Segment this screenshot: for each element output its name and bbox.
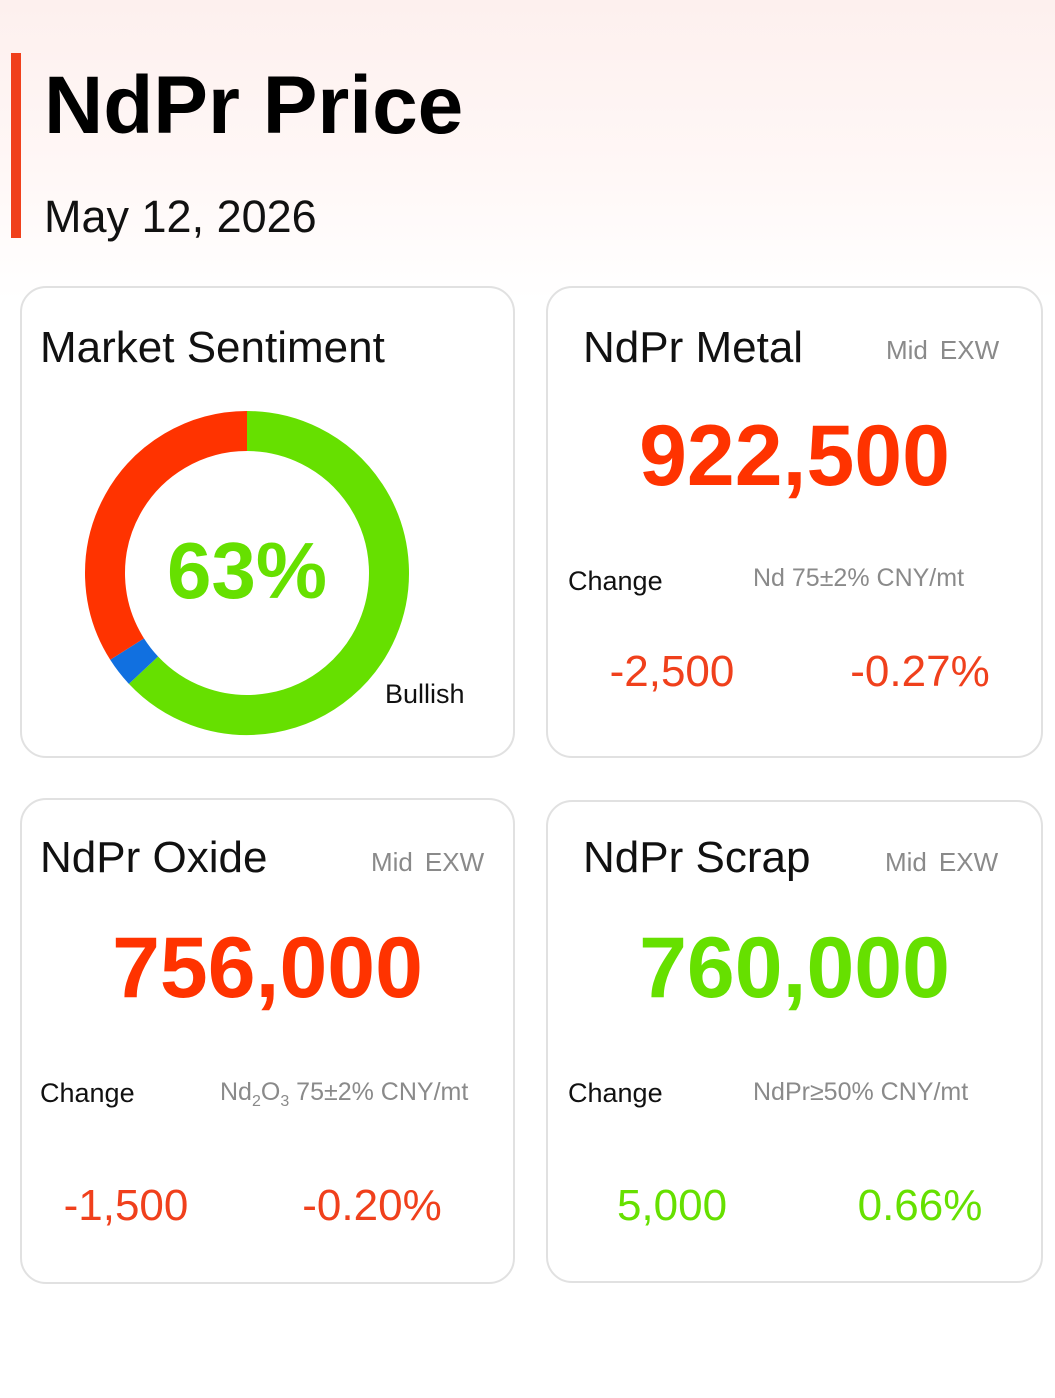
- sentiment-label: Bullish: [385, 679, 465, 709]
- ndpr-scrap-card: NdPr Scrap Mid EXW 760,000 Change NdPr≥50…: [546, 800, 1043, 1283]
- donut-segment-bearish: [85, 411, 248, 660]
- ndpr-oxide-title: NdPr Oxide: [40, 833, 268, 882]
- market-sentiment-title: Market Sentiment: [40, 323, 385, 372]
- ndpr-oxide-spec: Nd2O3 75±2% CNY/mt: [220, 1078, 469, 1110]
- ndpr-oxide-change-abs: -1,500: [63, 1181, 189, 1230]
- ndpr-scrap-title: NdPr Scrap: [583, 833, 811, 882]
- ndpr-metal-title: NdPr Metal: [583, 323, 804, 372]
- ndpr-metal-spec: Nd 75±2% CNY/mt: [753, 564, 965, 592]
- ndpr-scrap-price: 760,000: [639, 920, 950, 1016]
- ndpr-oxide-change-label: Change: [40, 1078, 135, 1108]
- ndpr-metal-change-abs: -2,500: [609, 647, 735, 696]
- ndpr-metal-price: 922,500: [639, 408, 950, 504]
- ndpr-scrap-spec: NdPr≥50% CNY/mt: [753, 1078, 969, 1106]
- donut-segment-neutral: [110, 637, 159, 684]
- page-date: May 12, 2026: [44, 191, 317, 242]
- ndpr-metal-card: NdPr Metal Mid EXW 922,500 Change Nd 75±2…: [546, 286, 1043, 758]
- price-type-label: Mid: [885, 847, 927, 877]
- sentiment-percent: 63%: [166, 526, 328, 615]
- donut-segment-bullish: [128, 411, 409, 735]
- ndpr-scrap-change-abs: 5,000: [616, 1181, 728, 1230]
- sentiment-donut-chart: [85, 411, 409, 735]
- ndpr-oxide-price: 756,000: [112, 920, 423, 1016]
- ndpr-scrap-change-label: Change: [568, 1078, 663, 1108]
- ndpr-oxide-change-pct: -0.20%: [302, 1181, 442, 1230]
- header-background: [0, 0, 1055, 300]
- page-header: NdPr Price May 12, 2026: [0, 0, 1055, 260]
- ndpr-oxide-meta: Mid EXW: [371, 846, 484, 878]
- ndpr-oxide-card: NdPr Oxide Mid EXW 756,000 Change Nd2O3 7…: [20, 798, 515, 1284]
- price-type-label: Mid: [886, 335, 928, 365]
- page-title: NdPr Price: [44, 60, 464, 151]
- title-accent-bar: [11, 53, 21, 238]
- delivery-term-label: EXW: [424, 847, 485, 877]
- ndpr-scrap-change-pct: 0.66%: [857, 1181, 983, 1230]
- ndpr-metal-change-label: Change: [568, 566, 663, 596]
- ndpr-metal-change-pct: -0.27%: [850, 647, 990, 696]
- ndpr-metal-meta: Mid EXW: [886, 334, 999, 366]
- ndpr-scrap-meta: Mid EXW: [885, 846, 998, 878]
- price-type-label: Mid: [371, 847, 413, 877]
- delivery-term-label: EXW: [939, 335, 1000, 365]
- market-sentiment-card: Market Sentiment 63% Bullish: [20, 286, 515, 758]
- delivery-term-label: EXW: [938, 847, 999, 877]
